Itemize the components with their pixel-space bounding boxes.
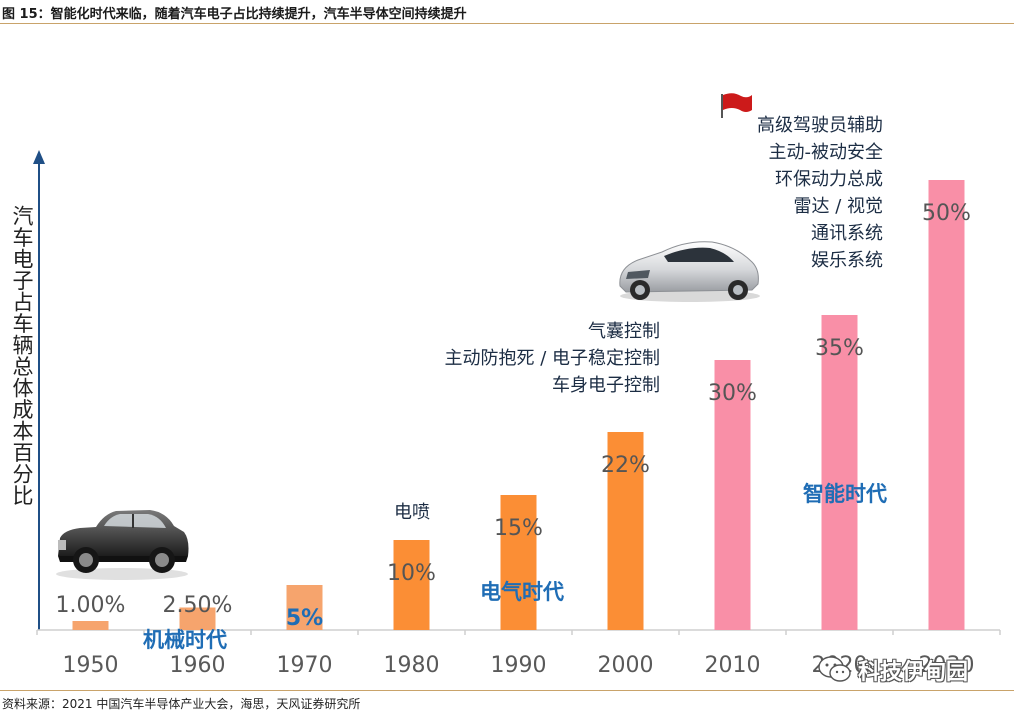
x-tick-label: 2000 [598, 653, 654, 678]
annotation-line: 环保动力总成 [775, 169, 883, 190]
bar-1960 [179, 607, 216, 630]
bar-1950 [72, 621, 109, 630]
annotation-line: 电喷 [394, 502, 430, 523]
annotation-line: 高级驾驶员辅助 [757, 115, 883, 136]
annotation-line: 车身电子控制 [552, 375, 660, 396]
y-axis-arrow [33, 150, 45, 164]
value-label: 22% [601, 453, 650, 478]
x-tick-label: 1980 [384, 653, 440, 678]
bar-1970 [286, 585, 323, 630]
annotation-line: 雷达 / 视觉 [793, 196, 883, 217]
x-tick-label: 1970 [277, 653, 333, 678]
annotation-2020: 高级驾驶员辅助 主动-被动安全 环保动力总成 雷达 / 视觉 通讯系统 娱乐系统 [720, 112, 883, 274]
bar-2030 [928, 180, 965, 630]
era-label-mechanical: 机械时代 [143, 628, 227, 652]
era-label-intelligent: 智能时代 [803, 482, 887, 506]
x-tick-label: 1990 [491, 653, 547, 678]
bar-2000 [607, 432, 644, 630]
annotation-line: 主动防抱死 / 电子稳定控制 [444, 348, 660, 369]
value-label: 1.00% [56, 593, 126, 618]
value-label: 50% [922, 201, 971, 226]
era-label-electrical: 电气时代 [480, 580, 564, 604]
x-tick-label: 1950 [63, 653, 119, 678]
annotation-line: 娱乐系统 [811, 250, 883, 271]
watermark: 科技伊甸园 [818, 653, 968, 687]
figure-footer: 资料来源：2021 中国汽车半导体产业大会，海思，天风证券研究所 [0, 690, 1014, 717]
value-label: 10% [387, 561, 436, 586]
modern-car-image [619, 241, 760, 302]
bar-2020 [821, 315, 858, 630]
annotation-1980: 电喷 [378, 499, 430, 526]
figure-header: 图 15：智能化时代来临，随着汽车电子占比持续提升，汽车半导体空间持续提升 [0, 0, 1014, 24]
annotation-2000: 气囊控制 主动防抱死 / 电子稳定控制 车身电子控制 [400, 318, 660, 399]
bar-1990 [500, 495, 537, 630]
value-label: 30% [708, 381, 757, 406]
source-note: 资料来源：2021 中国汽车半导体产业大会，海思，天风证券研究所 [2, 697, 361, 711]
x-tick-label: 2030 [919, 653, 975, 678]
watermark-text: 科技伊甸园 [858, 660, 969, 685]
y-axis-label: 汽车电子占车辆总体成本百分比 [10, 205, 34, 506]
vintage-car-image [56, 510, 189, 580]
value-label: 15% [494, 516, 543, 541]
value-label: 2.50% [163, 593, 233, 618]
value-label: 5% [286, 606, 323, 631]
wechat-icon [818, 656, 851, 682]
x-tick-label: 2010 [705, 653, 761, 678]
bar-2010 [714, 360, 751, 630]
value-label: 35% [815, 336, 864, 361]
red-flag-icon [721, 93, 752, 118]
annotation-line: 通讯系统 [811, 223, 883, 244]
annotation-line: 气囊控制 [588, 321, 660, 342]
annotation-line: 主动-被动安全 [768, 142, 884, 163]
figure-title: 图 15：智能化时代来临，随着汽车电子占比持续提升，汽车半导体空间持续提升 [2, 7, 467, 22]
bar-1980 [393, 540, 430, 630]
x-tick-label: 1960 [170, 653, 226, 678]
